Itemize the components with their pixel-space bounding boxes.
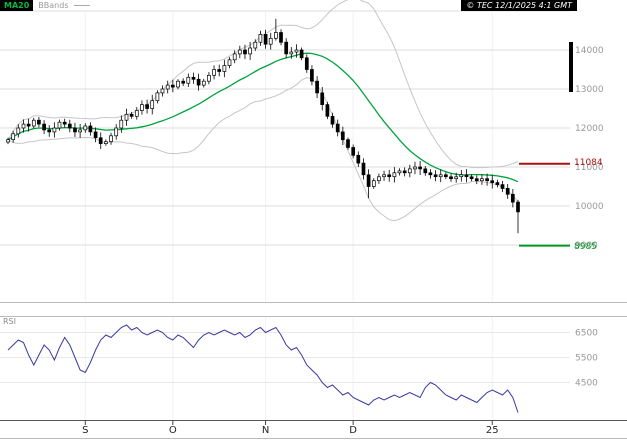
rsi-tick-label-6500: 6500 [575, 329, 598, 339]
price-tick-label-11000: 11000 [575, 163, 604, 173]
grid-layer [0, 10, 570, 420]
x-axis-label-D: D [349, 425, 357, 436]
candles-layer [6, 18, 520, 234]
bbands-legend-label: BBands [38, 1, 69, 10]
x-axis-label-25: 25 [486, 425, 499, 436]
bbands-line-sample [73, 5, 90, 6]
rsi-tick-label-4500: 4500 [575, 379, 598, 389]
axis-layer: 14000 13000 12000 11000 10000 9000 6500 5500 450… [0, 46, 627, 439]
ma20-line-layer [7, 52, 519, 183]
price-tick-label-14000: 14000 [575, 46, 604, 56]
legend: MA20 BBands [0, 0, 90, 11]
ma20-legend-label: MA20 [0, 0, 34, 11]
alert-lines-layer [519, 162, 570, 247]
lower-alert-price-label: 8985 [574, 241, 597, 252]
price-tick-label-9000: 9000 [575, 241, 598, 251]
price-tick-label-12000: 12000 [575, 124, 604, 134]
x-axis-label-S: S [82, 425, 88, 436]
copyright-stamp: © TEC 12/1/2025 4:1 GMT [461, 0, 577, 11]
rsi-panel-label: RSI [3, 317, 16, 326]
bollinger-bands-layer [7, 0, 519, 222]
x-axis-label-O: O [169, 425, 177, 436]
x-axis-label-N: N [262, 425, 269, 436]
price-tick-label-10000: 10000 [575, 202, 604, 212]
upper-alert-price-label: 11084 [574, 157, 603, 168]
price-tick-label-13000: 13000 [575, 85, 604, 95]
rsi-tick-label-5500: 5500 [575, 354, 598, 364]
rsi-line-layer [7, 324, 519, 413]
price-axis-range-indicator [569, 42, 573, 92]
